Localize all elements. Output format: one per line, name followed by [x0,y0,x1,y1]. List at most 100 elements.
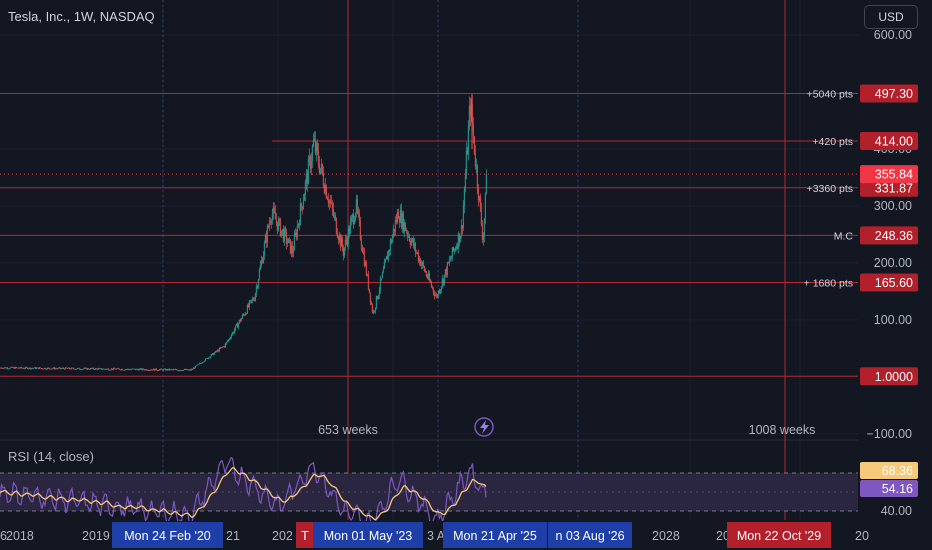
candle-body [288,238,290,240]
candle-body [440,286,442,290]
candle-body [384,259,386,263]
candle-body [96,368,98,370]
candle-body [362,251,364,253]
candle-body [416,252,418,254]
candle-body [272,207,274,215]
candle-body [246,304,248,314]
candle-body [399,209,401,223]
price-tick-label: 200.00 [874,256,912,270]
candle-body [73,368,75,370]
candle-body [305,173,307,182]
candle-body [169,369,171,371]
candle-body [467,126,469,155]
candle-body [291,245,293,254]
candle-body [310,160,312,169]
candle-body [61,367,63,369]
candle-body [417,252,419,262]
candle-body [452,247,454,251]
candle-body [265,235,267,243]
level-note: +5040 pts [807,89,853,101]
candle-body [482,236,484,240]
candle-body [287,238,289,244]
candle-body [387,250,389,260]
candle-body [153,368,155,371]
candle-body [10,366,12,368]
candle-body [104,369,106,370]
candle-body [31,368,33,369]
candle-body [151,369,153,371]
candle-body [439,289,441,294]
candle-body [178,370,180,372]
candle-body [143,369,145,371]
candle-body [444,269,446,275]
time-tag-label: Mon 22 Oct '29 [737,529,821,543]
candle-body [459,236,461,243]
candle-body [323,185,325,193]
candle-body [162,369,164,371]
candle-body [386,256,388,260]
candle-body [1,368,3,369]
candle-body [208,357,210,359]
candle-body [318,163,320,173]
candle-body [8,368,10,370]
candle-body [299,203,301,226]
candle-body [132,368,134,370]
candle-body [195,365,197,367]
candle-body [374,307,376,312]
candle-body [218,348,220,352]
candle-body [77,367,79,369]
candle-body [112,368,114,370]
crosshair-lines [162,0,786,520]
time-tag-label: T [301,529,309,543]
candle-body [150,369,152,371]
candle-body [432,287,434,293]
candle-body [67,367,69,369]
candle-body [5,367,7,369]
candle-body [113,368,115,369]
candle-body [425,272,427,276]
candle-body [133,368,135,370]
candle-body [41,368,43,370]
candle-body [222,346,224,348]
candle-body [215,351,217,352]
candle-body [27,368,29,370]
candle-body [308,156,310,160]
candle-body [394,220,396,232]
time-tag [443,522,547,548]
candle-body [232,332,234,334]
candle-body [25,367,27,368]
candle-body [307,159,309,185]
candle-body [142,368,144,370]
candle-body [388,250,390,252]
candle-body [406,231,408,236]
candle-body [230,335,232,339]
candle-body [390,240,392,243]
candle-body [330,201,332,203]
candle-body [277,220,279,231]
candle-body [338,234,340,240]
candle-body [303,194,305,201]
rsi-indicator-label[interactable]: RSI (14, close) [8,449,94,464]
candle-body [261,260,263,264]
candle-body [345,239,347,241]
candle-body [110,368,112,370]
time-axis[interactable]: 6 2018 2019 Mon 24 Feb '20 21 202 T Mon 01 May … [0,521,932,550]
candle-body [430,282,432,287]
candle-body [163,368,165,370]
candle-body [69,368,71,370]
candle-body [263,243,265,256]
candle-body [267,226,269,228]
candle-body [97,368,99,370]
candle-body [378,290,380,296]
candle-body [190,369,192,371]
candle-body [175,369,177,371]
candle-body [134,368,136,370]
currency-button[interactable]: USD [864,5,918,29]
candle-body [45,368,47,370]
candle-body [290,245,292,254]
candle-body [23,368,25,370]
time-tag-label: Mon 21 Apr '25 [453,529,537,543]
candle-body [393,228,395,232]
candle-body [442,278,444,284]
